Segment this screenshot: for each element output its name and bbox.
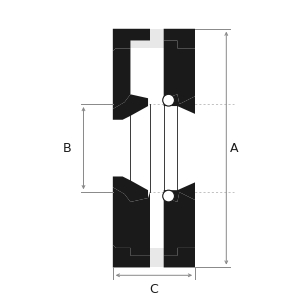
Polygon shape bbox=[164, 192, 195, 256]
Polygon shape bbox=[113, 187, 150, 256]
Polygon shape bbox=[113, 94, 148, 120]
Polygon shape bbox=[130, 29, 177, 48]
Polygon shape bbox=[164, 40, 195, 104]
Text: B: B bbox=[63, 142, 72, 154]
Text: C: C bbox=[149, 283, 158, 296]
Circle shape bbox=[163, 94, 175, 106]
Polygon shape bbox=[113, 29, 195, 51]
Polygon shape bbox=[130, 248, 177, 268]
Polygon shape bbox=[113, 29, 150, 109]
Polygon shape bbox=[113, 176, 148, 202]
Polygon shape bbox=[164, 182, 195, 202]
Text: A: A bbox=[230, 142, 239, 154]
Polygon shape bbox=[164, 94, 195, 114]
Circle shape bbox=[163, 190, 175, 202]
Polygon shape bbox=[113, 245, 195, 268]
